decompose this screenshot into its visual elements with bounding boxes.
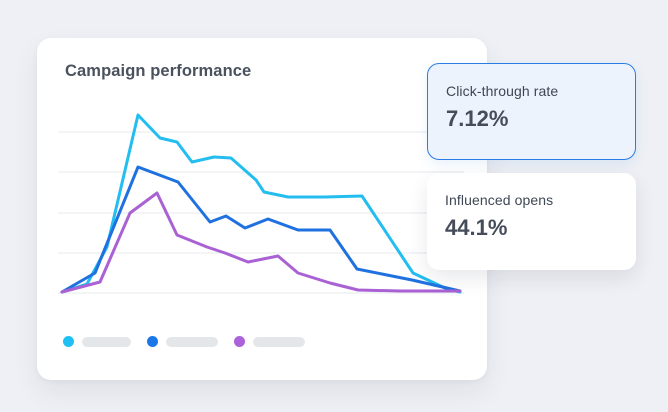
series-line-influenced-opens-trend [60,191,462,294]
legend-label-placeholder [253,336,305,347]
card-title: Campaign performance [65,62,252,80]
legend-purple-dot-icon [234,336,245,347]
stat-value: 7.12% [446,106,509,131]
legend-blue-dot-icon [147,336,158,347]
stat-card-influenced-opens[interactable]: Influenced opens 44.1% [427,173,636,270]
legend-label-placeholder [166,336,218,347]
series-line-mid-trend [60,165,462,294]
legend-item-legend-cyan[interactable] [63,336,131,347]
legend-item-legend-purple[interactable] [234,336,305,347]
chart-area [50,105,470,300]
chart-legend [63,336,305,347]
legend-cyan-dot-icon [63,336,74,347]
legend-item-legend-blue[interactable] [147,336,218,347]
campaign-chart [58,113,464,294]
campaign-performance-card: Campaign performance [37,38,487,380]
series-line-click-through-trend [60,113,462,294]
stat-label: Influenced opens [445,192,554,208]
stat-card-click-through-rate[interactable]: Click-through rate 7.12% [427,63,636,160]
stat-value: 44.1% [445,215,508,240]
stat-label: Click-through rate [446,83,559,99]
legend-label-placeholder [82,336,131,347]
